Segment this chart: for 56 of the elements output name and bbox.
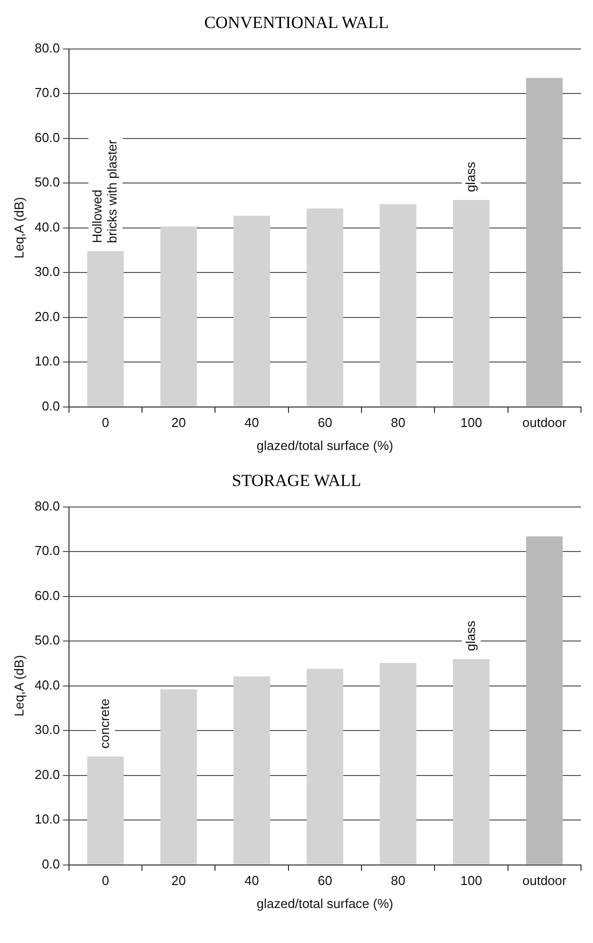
y-axis-title: Leq,A (dB) (11, 655, 26, 717)
y-tick-label: 20.0 (34, 308, 60, 324)
y-tick-label: 70.0 (34, 85, 60, 100)
bar (452, 200, 490, 406)
bar (306, 668, 344, 864)
y-tick-label: 80.0 (34, 40, 60, 56)
y-tick-label: 40.0 (34, 677, 60, 692)
bar (526, 536, 563, 864)
x-tick-label: 40 (244, 873, 260, 888)
x-tick-label: 0 (102, 415, 110, 430)
annotation: glass (462, 620, 478, 651)
x-tick-label: outdoor (522, 873, 568, 888)
annotation: concrete (97, 698, 112, 749)
bar (306, 208, 344, 406)
bar (160, 226, 197, 406)
x-tick-label: 60 (318, 415, 332, 430)
y-tick-label: 80.0 (34, 498, 60, 514)
y-tick-label: 70.0 (34, 543, 60, 558)
x-tick-label: 60 (318, 873, 332, 888)
y-axis-title: Leq,A (dB) (11, 197, 26, 259)
y-tick-label: 40.0 (34, 219, 60, 234)
y-tick-label: 30.0 (34, 722, 60, 738)
y-tick-label: 50.0 (34, 174, 60, 190)
x-tick-label: outdoor (522, 415, 568, 430)
x-tick-label: 80 (390, 873, 406, 888)
x-tick-label: 20 (171, 873, 186, 888)
chart-title: CONVENTIONAL WALL (203, 12, 390, 34)
x-axis-title: glazed/total surface (%) (256, 438, 394, 453)
annotation: Hollowed bricks with plaster (90, 139, 120, 244)
y-tick-label: 50.0 (34, 632, 60, 648)
annotation: glass (462, 161, 478, 192)
x-axis-title: glazed/total surface (%) (256, 896, 394, 911)
x-tick-label: 100 (460, 873, 482, 888)
chart-title: STORAGE WALL (230, 470, 362, 492)
y-tick-label: 0.0 (42, 856, 60, 872)
bar (380, 662, 416, 864)
bar (87, 251, 124, 406)
y-tick-label: 60.0 (34, 588, 60, 603)
bar (452, 658, 490, 864)
y-tick-label: 60.0 (34, 130, 60, 145)
bar (234, 216, 270, 406)
x-tick-label: 80 (390, 415, 406, 430)
y-tick-label: 30.0 (34, 264, 60, 280)
x-tick-label: 100 (460, 415, 482, 430)
bar (87, 756, 124, 864)
bar (526, 78, 563, 406)
x-tick-label: 0 (102, 873, 110, 888)
bar (160, 689, 197, 864)
y-tick-label: 10.0 (34, 812, 60, 827)
bar (380, 204, 416, 406)
x-tick-label: 40 (244, 415, 260, 430)
x-tick-label: 20 (171, 415, 186, 430)
y-tick-label: 20.0 (34, 766, 60, 782)
y-tick-label: 0.0 (42, 398, 60, 414)
bar (234, 676, 270, 864)
y-tick-label: 10.0 (34, 354, 60, 369)
